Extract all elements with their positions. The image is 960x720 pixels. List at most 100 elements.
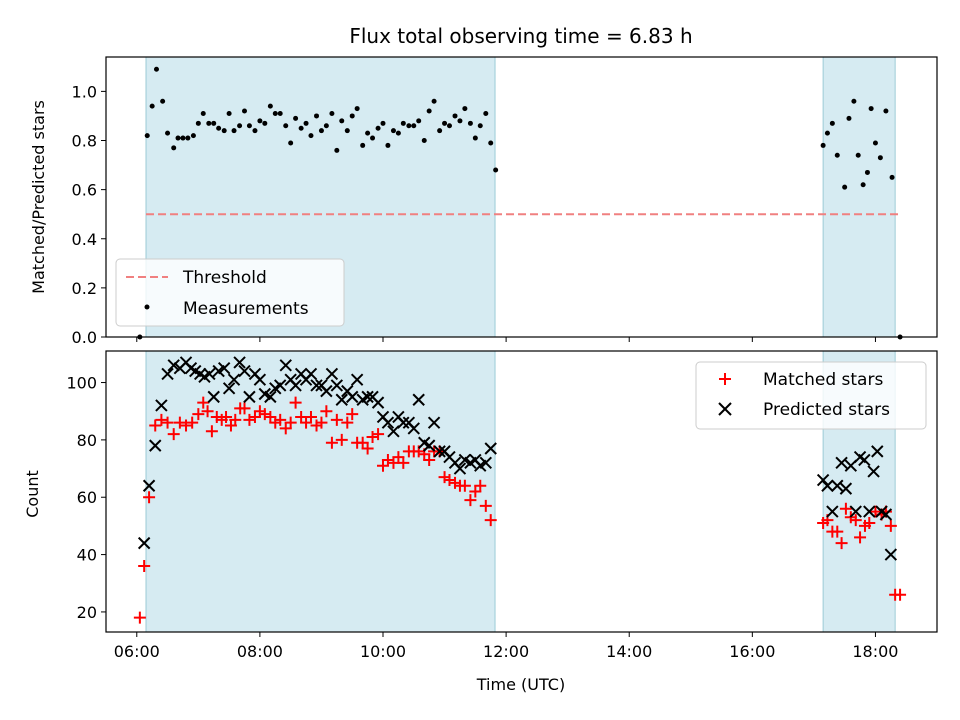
- predicted-star-point-32: [304, 367, 318, 381]
- measurement-point-25: [267, 103, 273, 109]
- matched-star-point-64: [464, 494, 477, 507]
- top-y-tick-label-3: 0.6: [72, 181, 97, 200]
- matched-star-point-6: [167, 428, 180, 441]
- measurement-point-46: [375, 125, 381, 131]
- measurement-point-66: [477, 123, 483, 129]
- measurement-point-1: [144, 133, 150, 139]
- measurement-point-19: [237, 123, 243, 129]
- predicted-star-point-45: [371, 396, 385, 409]
- measurement-point-8: [180, 135, 186, 141]
- matched-star-point-83: [884, 519, 897, 532]
- measurement-point-34: [314, 113, 320, 119]
- measurement-point-40: [344, 128, 350, 134]
- top-legend-box: [115, 258, 345, 327]
- predicted-star-point-40: [346, 390, 359, 404]
- measurement-point-7: [175, 135, 181, 141]
- bottom-y-tick-label-3: 80: [77, 431, 97, 450]
- matched-star-point-67: [479, 499, 492, 512]
- predicted-star-point-43: [361, 390, 374, 404]
- measurement-point-76: [851, 98, 857, 104]
- measurement-point-13: [206, 120, 212, 126]
- measurement-point-31: [298, 125, 304, 131]
- x-tick-label-1: 08:00: [237, 642, 283, 661]
- predicted-star-point-48: [387, 425, 400, 438]
- top-x-ticks: [136, 337, 876, 342]
- predicted-star-point-20: [243, 390, 256, 404]
- predicted-star-point-73: [839, 482, 853, 495]
- measurement-point-62: [457, 118, 463, 124]
- predicted-star-point-52: [407, 422, 420, 435]
- top-shaded-interval-1: [822, 56, 896, 338]
- matched-star-point-27: [274, 413, 287, 426]
- measurement-point-39: [339, 118, 345, 124]
- matched-star-point-13: [205, 425, 218, 438]
- chart-title: Flux total observing time = 6.83 h: [349, 24, 692, 48]
- predicted-star-point-22: [253, 373, 267, 386]
- bottom-y-tick-label-1: 40: [77, 546, 97, 565]
- matched-star-point-51: [397, 456, 410, 469]
- top-y-ticks: 0.0 0.2 0.4 0.6 0.8 1.0: [72, 82, 106, 347]
- measurement-point-4: [160, 98, 166, 104]
- bottom-axes-frame: [105, 350, 938, 633]
- matched-star-point-24: [258, 408, 271, 421]
- bottom-y-tick-label-0: 20: [77, 603, 97, 622]
- matched-star-point-74: [839, 502, 852, 515]
- predicted-star-point-61: [453, 462, 467, 475]
- matched-star-point-36: [320, 405, 333, 418]
- predicted-star-point-38: [335, 393, 348, 406]
- measurement-point-83: [883, 108, 889, 114]
- bottom-panel: 20 40 60 80 100 06:00 08:00 10:00 12:00 14:00 16:…: [23, 350, 938, 694]
- top-y-tick-label-2: 0.4: [72, 230, 97, 249]
- measurement-point-63: [462, 106, 468, 112]
- measurement-point-56: [426, 108, 432, 114]
- x-tick-label-3: 12:00: [483, 642, 529, 661]
- predicted-star-point-19: [238, 364, 251, 378]
- matched-star-point-85: [894, 588, 907, 601]
- measurement-point-53: [411, 123, 417, 129]
- predicted-star-point-4: [161, 367, 174, 381]
- bottom-y-ticks: 20 40 60 80 100: [66, 374, 106, 622]
- predicted-star-point-80: [871, 445, 884, 458]
- predicted-star-point-0: [137, 536, 151, 550]
- legend-measurements-label: Measurements: [183, 299, 309, 319]
- bottom-x-ticks: 06:00 08:00 10:00 12:00 14:00 16:00 18:00: [114, 632, 898, 661]
- measurement-point-3: [153, 66, 159, 72]
- measurement-point-52: [406, 123, 412, 129]
- measurement-point-23: [257, 118, 263, 124]
- measurement-point-67: [483, 110, 489, 116]
- matched-star-point-38: [330, 413, 343, 426]
- measurement-point-30: [293, 115, 299, 121]
- predicted-star-point-71: [831, 479, 844, 492]
- measurement-point-28: [283, 123, 289, 129]
- predicted-star-point-5: [167, 359, 180, 372]
- matched-star-point-30: [289, 396, 302, 409]
- measurement-point-44: [365, 130, 371, 136]
- predicted-stars-points: [137, 356, 898, 561]
- measurement-point-79: [864, 169, 870, 175]
- measurement-point-55: [421, 138, 427, 144]
- measurement-point-10: [190, 133, 196, 139]
- measurement-point-17: [226, 110, 232, 116]
- measurement-point-51: [400, 120, 406, 126]
- top-y-tick-label-4: 0.8: [72, 132, 97, 151]
- bottom-y-tick-label-4: 100: [66, 374, 97, 393]
- predicted-star-point-83: [884, 548, 898, 561]
- measurement-point-61: [452, 113, 458, 119]
- measurement-point-57: [431, 98, 437, 104]
- measurement-point-72: [829, 120, 835, 126]
- measurement-point-49: [390, 128, 396, 134]
- matched-star-point-41: [346, 408, 359, 421]
- matched-star-point-29: [284, 416, 297, 429]
- predicted-star-point-50: [397, 416, 410, 429]
- measurement-point-82: [877, 155, 883, 161]
- bottom-y-axis-label: Count: [23, 470, 42, 518]
- matched-star-point-2: [143, 491, 156, 504]
- bottom-shaded-interval-0: [145, 350, 496, 633]
- predicted-star-point-12: [203, 367, 216, 381]
- matched-star-point-4: [155, 413, 168, 426]
- matched-star-point-48: [381, 453, 394, 466]
- measurement-point-32: [303, 120, 309, 126]
- measurement-point-22: [252, 128, 258, 134]
- predicted-star-point-26: [273, 379, 287, 392]
